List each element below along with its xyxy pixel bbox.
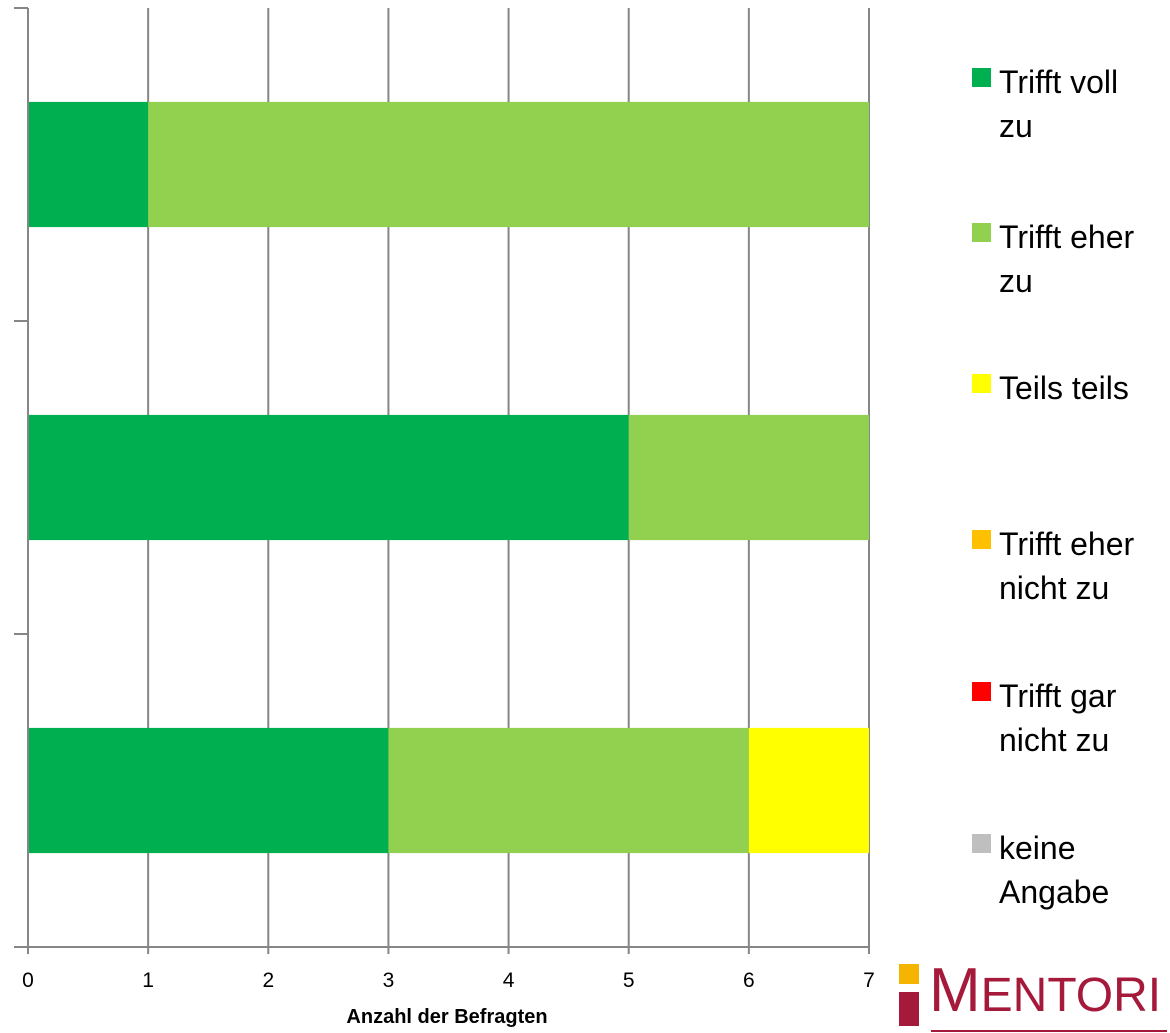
legend-label-eher: Trifft eher zu <box>999 219 1135 299</box>
bar-segment <box>748 727 869 854</box>
legend-label-voll: Trifft voll zu <box>999 64 1119 144</box>
bars <box>28 101 870 854</box>
legend-label-eher-nicht: Trifft eher nicht zu <box>999 526 1135 606</box>
bar-segment <box>28 414 629 541</box>
legend-item-eher: Trifft eher zu <box>972 215 1159 303</box>
x-tick-labels: 0 1 2 3 4 5 6 7 <box>22 969 875 992</box>
stacked-bar-chart: 0 1 2 3 4 5 6 7 Anzahl der Befragten <box>14 7 875 1028</box>
legend-item-eher-nicht: Trifft eher nicht zu <box>972 522 1159 610</box>
logo-rest-letters: ENTORI <box>980 969 1162 1022</box>
bar-segment <box>628 414 869 541</box>
x-tick-label: 5 <box>623 969 635 992</box>
x-tick-label: 6 <box>743 969 755 992</box>
legend-item-gar-nicht: Trifft gar nicht zu <box>972 674 1159 762</box>
logo-bar-icon <box>899 992 919 1026</box>
x-tick-label: 7 <box>863 969 875 992</box>
axes <box>14 7 870 954</box>
x-axis-label: Anzahl der Befragten <box>346 1006 547 1028</box>
x-tick-label: 0 <box>22 969 34 992</box>
bar-segment <box>28 727 389 854</box>
legend-swatch-eher <box>972 223 991 242</box>
legend-swatch-teils <box>972 374 991 393</box>
x-tick-label: 4 <box>503 969 515 992</box>
legend-item-keine-angabe: keine Angabe <box>972 826 1159 914</box>
logo-square-icon <box>899 964 919 984</box>
legend-item-teils: Teils teils <box>972 366 1159 410</box>
legend-label-keine-angabe: keine Angabe <box>999 830 1110 910</box>
mentori-logo: MENTORI <box>897 956 1167 1033</box>
legend-swatch-eher-nicht <box>972 530 991 549</box>
logo-underline <box>931 1030 1167 1032</box>
legend-swatch-keine-angabe <box>972 834 991 853</box>
legend-swatch-voll <box>972 68 991 87</box>
bar-segment <box>148 101 870 228</box>
bar-segment <box>388 727 749 854</box>
legend-label-teils: Teils teils <box>999 370 1129 406</box>
legend-label-gar-nicht: Trifft gar nicht zu <box>999 678 1117 758</box>
x-tick-label: 3 <box>383 969 395 992</box>
legend-item-voll: Trifft voll zu <box>972 60 1159 148</box>
legend-swatch-gar-nicht <box>972 682 991 701</box>
x-tick-label: 1 <box>142 969 154 992</box>
logo-wordmark: MENTORI <box>929 956 1161 1031</box>
bar-segment <box>28 101 149 228</box>
x-tick-label: 2 <box>262 969 274 992</box>
logo-first-letter: M <box>929 956 981 1025</box>
